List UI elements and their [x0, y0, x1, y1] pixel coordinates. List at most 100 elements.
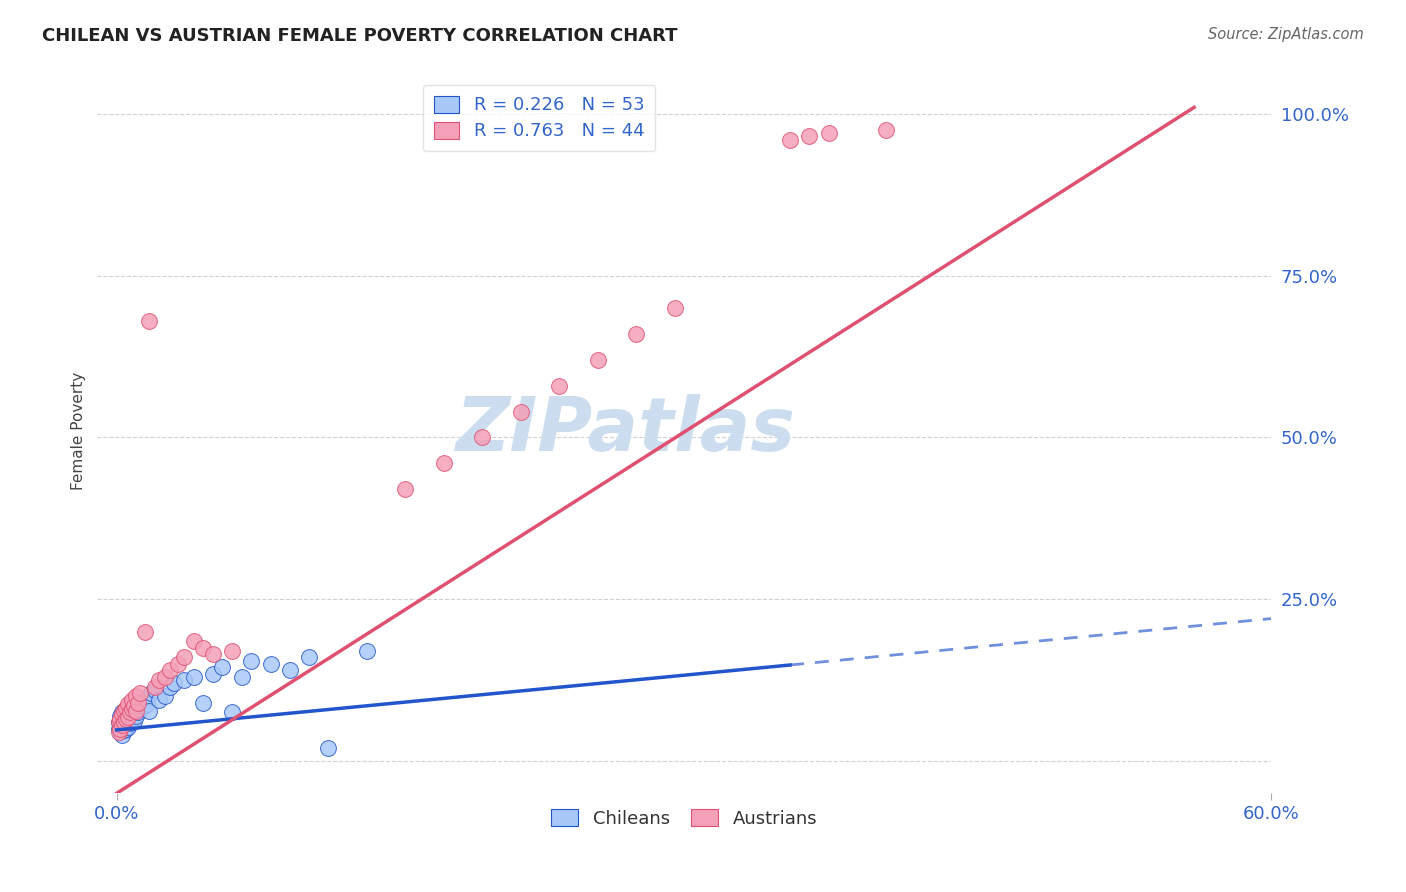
Point — [138, 314, 160, 328]
Point — [115, 702, 138, 716]
Point — [112, 715, 135, 730]
Point — [110, 718, 132, 732]
Point — [128, 686, 150, 700]
Point — [183, 634, 205, 648]
Point — [127, 706, 149, 720]
Point — [298, 650, 321, 665]
Point — [201, 647, 224, 661]
Point — [193, 640, 215, 655]
Point — [167, 657, 190, 671]
Point — [231, 670, 253, 684]
Point — [193, 696, 215, 710]
Point — [115, 722, 138, 736]
Point — [173, 650, 195, 665]
Point — [117, 710, 139, 724]
Point — [117, 710, 139, 724]
Point — [259, 657, 281, 671]
Point — [115, 712, 138, 726]
Point — [173, 673, 195, 687]
Legend: Chileans, Austrians: Chileans, Austrians — [544, 802, 825, 835]
Point — [107, 715, 129, 730]
Point — [316, 741, 339, 756]
Point — [183, 670, 205, 684]
Point — [153, 670, 176, 684]
Point — [120, 706, 142, 720]
Point — [111, 718, 134, 732]
Text: Source: ZipAtlas.com: Source: ZipAtlas.com — [1208, 27, 1364, 42]
Point — [111, 712, 134, 726]
Y-axis label: Female Poverty: Female Poverty — [72, 372, 86, 490]
Point — [138, 704, 160, 718]
Point — [112, 707, 135, 722]
Text: ZIPatlas: ZIPatlas — [456, 394, 796, 467]
Point — [115, 712, 138, 726]
Point — [121, 715, 143, 730]
Point — [471, 430, 494, 444]
Point — [121, 706, 143, 720]
Point — [394, 482, 416, 496]
Point — [125, 708, 148, 723]
Point — [111, 706, 134, 720]
Point — [122, 698, 145, 713]
Point — [159, 664, 181, 678]
Point — [128, 702, 150, 716]
Point — [107, 724, 129, 739]
Point — [122, 714, 145, 728]
Point — [125, 698, 148, 713]
Point — [110, 724, 132, 739]
Point — [278, 664, 301, 678]
Point — [112, 723, 135, 737]
Point — [548, 378, 571, 392]
Point — [875, 123, 897, 137]
Point — [163, 676, 186, 690]
Point — [148, 673, 170, 687]
Point — [799, 129, 821, 144]
Point — [143, 680, 166, 694]
Point — [110, 708, 132, 723]
Point — [125, 704, 148, 718]
Text: CHILEAN VS AUSTRIAN FEMALE POVERTY CORRELATION CHART: CHILEAN VS AUSTRIAN FEMALE POVERTY CORRE… — [42, 27, 678, 45]
Point — [110, 722, 132, 736]
Point — [132, 698, 155, 713]
Point — [120, 708, 142, 723]
Point — [433, 456, 456, 470]
Point — [134, 624, 156, 639]
Point — [211, 660, 233, 674]
Point — [121, 702, 143, 716]
Point — [356, 644, 378, 658]
Point — [111, 728, 134, 742]
Point — [509, 404, 531, 418]
Point — [112, 715, 135, 730]
Point — [134, 692, 156, 706]
Point — [110, 712, 132, 726]
Point — [148, 692, 170, 706]
Point — [221, 644, 243, 658]
Point — [624, 326, 647, 341]
Point — [159, 680, 181, 694]
Point — [117, 697, 139, 711]
Point — [121, 692, 143, 706]
Point — [125, 690, 148, 704]
Point — [201, 666, 224, 681]
Point — [117, 720, 139, 734]
Point — [153, 690, 176, 704]
Point — [120, 716, 142, 731]
Point — [143, 682, 166, 697]
Point — [127, 696, 149, 710]
Point — [112, 704, 135, 718]
Point — [115, 701, 138, 715]
Point — [240, 654, 263, 668]
Point — [111, 718, 134, 732]
Point — [120, 701, 142, 715]
Point — [107, 715, 129, 730]
Point — [221, 706, 243, 720]
Point — [141, 686, 163, 700]
Point — [131, 696, 153, 710]
Point — [107, 722, 129, 736]
Point — [122, 702, 145, 716]
Point — [779, 133, 801, 147]
Point — [664, 301, 686, 315]
Point — [586, 352, 609, 367]
Point — [117, 704, 139, 718]
Point — [111, 707, 134, 722]
